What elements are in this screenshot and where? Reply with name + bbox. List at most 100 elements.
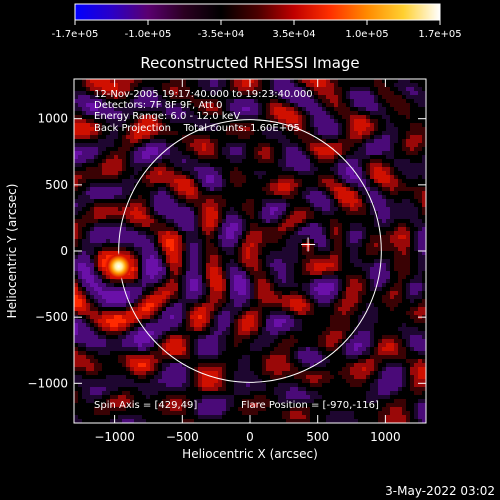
- heatmap-cell: [146, 323, 150, 327]
- heatmap-cell: [214, 375, 218, 379]
- heatmap-cell: [270, 235, 274, 239]
- heatmap-cell: [102, 335, 106, 339]
- heatmap-cell: [94, 83, 98, 87]
- heatmap-cell: [86, 175, 90, 179]
- heatmap-cell: [198, 355, 202, 359]
- heatmap-cell: [230, 215, 234, 219]
- heatmap-cell: [326, 335, 330, 339]
- heatmap-cell: [250, 271, 254, 275]
- heatmap-cell: [282, 391, 286, 395]
- heatmap-cell: [398, 203, 402, 207]
- heatmap-cell: [410, 335, 414, 339]
- heatmap-cell: [302, 151, 306, 155]
- heatmap-cell: [338, 99, 342, 103]
- heatmap-cell: [230, 211, 234, 215]
- heatmap-cell: [74, 91, 78, 95]
- heatmap-cell: [294, 143, 298, 147]
- heatmap-cell: [86, 79, 90, 83]
- heatmap-cell: [222, 219, 226, 223]
- heatmap-cell: [178, 339, 182, 343]
- heatmap-cell: [178, 379, 182, 383]
- heatmap-cell: [258, 319, 262, 323]
- heatmap-cell: [190, 243, 194, 247]
- heatmap-cell: [206, 195, 210, 199]
- heatmap-cell: [94, 391, 98, 395]
- heatmap-cell: [274, 219, 278, 223]
- heatmap-cell: [294, 211, 298, 215]
- heatmap-cell: [318, 203, 322, 207]
- heatmap-cell: [186, 199, 190, 203]
- heatmap-cell: [138, 283, 142, 287]
- heatmap-cell: [86, 371, 90, 375]
- heatmap-cell: [422, 103, 426, 107]
- heatmap-cell: [278, 115, 282, 119]
- heatmap-cell: [218, 195, 222, 199]
- heatmap-cell: [282, 355, 286, 359]
- heatmap-cell: [318, 243, 322, 247]
- heatmap-cell: [206, 163, 210, 167]
- heatmap-cell: [274, 99, 278, 103]
- heatmap-cell: [174, 79, 178, 83]
- heatmap-cell: [110, 283, 114, 287]
- heatmap-cell: [338, 231, 342, 235]
- heatmap-cell: [242, 383, 246, 387]
- heatmap-cell: [294, 391, 298, 395]
- heatmap-cell: [230, 231, 234, 235]
- heatmap-cell: [262, 279, 266, 283]
- heatmap-cell: [382, 203, 386, 207]
- heatmap-cell: [402, 199, 406, 203]
- heatmap-cell: [98, 147, 102, 151]
- heatmap-cell: [314, 207, 318, 211]
- heatmap-cell: [378, 87, 382, 91]
- heatmap-cell: [110, 251, 114, 255]
- heatmap-cell: [130, 203, 134, 207]
- heatmap-cell: [198, 267, 202, 271]
- heatmap-cell: [178, 119, 182, 123]
- heatmap-cell: [178, 79, 182, 83]
- heatmap-cell: [374, 311, 378, 315]
- heatmap-cell: [326, 115, 330, 119]
- heatmap-cell: [402, 351, 406, 355]
- heatmap-cell: [110, 311, 114, 315]
- heatmap-cell: [354, 119, 358, 123]
- heatmap-cell: [266, 231, 270, 235]
- heatmap-cell: [90, 267, 94, 271]
- heatmap-cell: [350, 367, 354, 371]
- heatmap-cell: [178, 271, 182, 275]
- heatmap-cell: [242, 227, 246, 231]
- heatmap-cell: [366, 123, 370, 127]
- heatmap-cell: [130, 79, 134, 83]
- heatmap-cell: [182, 219, 186, 223]
- heatmap-cell: [118, 115, 122, 119]
- heatmap-cell: [354, 123, 358, 127]
- heatmap-cell: [150, 307, 154, 311]
- heatmap-cell: [194, 123, 198, 127]
- heatmap-cell: [242, 251, 246, 255]
- heatmap-cell: [378, 347, 382, 351]
- heatmap-cell: [126, 307, 130, 311]
- heatmap-cell: [270, 111, 274, 115]
- heatmap-cell: [202, 375, 206, 379]
- heatmap-cell: [286, 339, 290, 343]
- heatmap-cell: [234, 275, 238, 279]
- heatmap-cell: [362, 327, 366, 331]
- heatmap-cell: [290, 291, 294, 295]
- heatmap-cell: [206, 319, 210, 323]
- heatmap-cell: [126, 359, 130, 363]
- heatmap-cell: [214, 127, 218, 131]
- heatmap-cell: [154, 383, 158, 387]
- heatmap-cell: [94, 383, 98, 387]
- heatmap-cell: [186, 251, 190, 255]
- heatmap-cell: [358, 359, 362, 363]
- heatmap-cell: [162, 287, 166, 291]
- heatmap-cell: [98, 127, 102, 131]
- heatmap-cell: [394, 95, 398, 99]
- heatmap-cell: [146, 275, 150, 279]
- heatmap-cell: [214, 351, 218, 355]
- heatmap-cell: [390, 123, 394, 127]
- heatmap-cell: [94, 371, 98, 375]
- heatmap-cell: [386, 175, 390, 179]
- heatmap-cell: [346, 367, 350, 371]
- heatmap-cell: [374, 223, 378, 227]
- heatmap-cell: [86, 211, 90, 215]
